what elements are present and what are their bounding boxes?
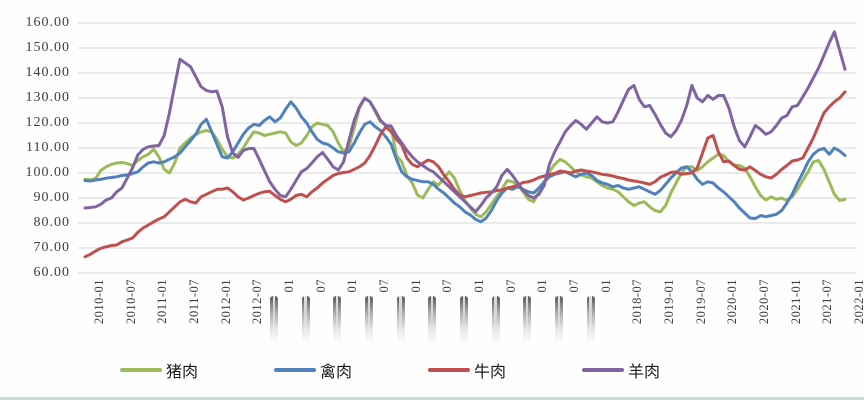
poultry-line-swatch	[273, 367, 316, 373]
series-line-禽肉	[83, 100, 847, 224]
chart-legend: 猪肉 禽肉 牛肉 羊肉	[0, 358, 780, 382]
x-axis-tick: 2010-07	[109, 279, 138, 355]
label-blur-smear	[460, 296, 468, 346]
legend-label-poultry: 禽肉	[319, 364, 352, 381]
y-axis-label: 160.00	[25, 15, 70, 30]
x-axis-label-smeared: 07	[567, 279, 581, 293]
legend-label-mutton: 羊肉	[628, 364, 661, 381]
y-axis-label: 80.00	[33, 215, 70, 230]
label-blur-smear	[301, 296, 310, 346]
x-axis-label: 2021-07	[820, 279, 835, 325]
x-axis-label: 2010-01	[92, 279, 106, 325]
y-axis-label: 70.00	[33, 240, 70, 255]
window-bottom-edge	[0, 397, 864, 400]
x-axis-label: 2019-01	[662, 279, 676, 325]
x-axis-label-smeared: 01	[472, 279, 486, 293]
x-axis-tick: 2022-01	[837, 279, 864, 355]
x-axis-label-smeared: 07	[313, 279, 328, 293]
y-axis: 160.00 150.00 140.00 130.00 120.00 110.00 100.…	[0, 0, 74, 300]
x-axis-tick: 01	[457, 279, 486, 355]
x-axis-label-smeared: 07	[377, 279, 391, 293]
label-blur-smear	[555, 296, 563, 346]
x-axis-label-smeared: 07	[440, 279, 455, 293]
x-axis: 2010-01 2010-07 2011-01 2011-07 2012-01 2012-…	[77, 279, 864, 355]
x-axis-tick: 2020-01	[710, 279, 739, 355]
legend-label-beef: 牛肉	[474, 364, 507, 381]
x-axis-label: 2020-07	[757, 279, 771, 325]
label-blur-smear	[586, 296, 595, 346]
y-axis-label: 120.00	[25, 115, 70, 130]
x-axis-label: 2011-07	[187, 279, 201, 324]
label-blur-smear	[270, 296, 278, 346]
x-axis-label-smeared: 01	[598, 279, 613, 293]
label-blur-smear	[333, 296, 342, 346]
x-axis-tick: 01	[394, 279, 423, 355]
x-axis-tick: 07	[489, 279, 518, 355]
y-axis-label: 60.00	[33, 265, 70, 280]
x-axis-tick: 2020-07	[742, 279, 771, 355]
x-axis-tick: 01	[584, 279, 613, 355]
label-blur-smear	[491, 296, 500, 346]
x-axis-label: 2012-07	[250, 279, 265, 325]
x-axis-tick: 2021-01	[774, 279, 803, 355]
series-line-牛肉	[83, 90, 847, 259]
x-axis-label-smeared: 01	[535, 279, 550, 293]
legend-item-poultry: 禽肉	[273, 358, 352, 382]
y-axis-label: 100.00	[25, 165, 70, 180]
series-line-羊肉	[83, 30, 847, 214]
x-axis-tick: 2011-01	[140, 279, 169, 355]
x-axis-tick: 07	[299, 279, 328, 355]
x-axis-tick: 2010-01	[77, 279, 106, 355]
x-axis-label-smeared: 07	[503, 279, 518, 293]
x-axis-label-smeared: 01	[282, 279, 296, 293]
x-axis-tick: 2021-07	[805, 279, 834, 355]
x-axis-label: 2020-01	[725, 279, 740, 325]
x-axis-label: 2012-01	[218, 279, 233, 325]
y-axis-label: 90.00	[33, 190, 70, 205]
x-axis-label: 2018-07	[630, 279, 645, 325]
x-axis-tick: 01	[330, 279, 359, 355]
x-axis-tick: 01	[267, 279, 296, 355]
mutton-line-swatch	[582, 367, 625, 373]
beef-line-swatch	[428, 367, 470, 373]
label-blur-smear	[428, 296, 437, 346]
x-axis-tick: 2012-01	[204, 279, 233, 355]
x-axis-label-smeared: 01	[345, 279, 360, 293]
x-axis-tick: 2012-07	[235, 279, 264, 355]
label-blur-smear	[396, 296, 405, 346]
x-axis-label: 2019-07	[693, 279, 708, 325]
x-axis-label: 2021-01	[788, 279, 803, 325]
label-blur-smear	[523, 296, 532, 346]
x-axis-label: 2011-01	[155, 279, 170, 324]
pork-line-swatch	[119, 367, 162, 373]
y-axis-label: 110.00	[26, 140, 70, 155]
legend-item-beef: 牛肉	[428, 358, 506, 382]
x-axis-tick: 2019-01	[647, 279, 676, 355]
x-axis-tick: 2011-07	[172, 279, 201, 355]
legend-item-pork: 猪肉	[119, 358, 198, 382]
x-axis-tick: 2018-07	[615, 279, 644, 355]
x-axis-tick: 07	[425, 279, 454, 355]
legend-item-mutton: 羊肉	[582, 358, 660, 382]
y-axis-label: 130.00	[25, 90, 70, 105]
y-axis-label: 150.00	[25, 40, 70, 55]
x-axis-tick: 2019-07	[679, 279, 708, 355]
x-axis-tick: 07	[552, 279, 581, 355]
x-axis-label: 2022-01	[852, 279, 864, 325]
x-axis-label-smeared: 01	[408, 279, 423, 293]
x-axis-tick: 07	[362, 279, 391, 355]
legend-label-pork: 猪肉	[165, 364, 198, 381]
y-axis-label: 140.00	[25, 65, 70, 80]
x-axis-tick: 01	[520, 279, 549, 355]
x-axis-label: 2010-07	[123, 279, 138, 325]
label-blur-smear	[365, 296, 373, 346]
